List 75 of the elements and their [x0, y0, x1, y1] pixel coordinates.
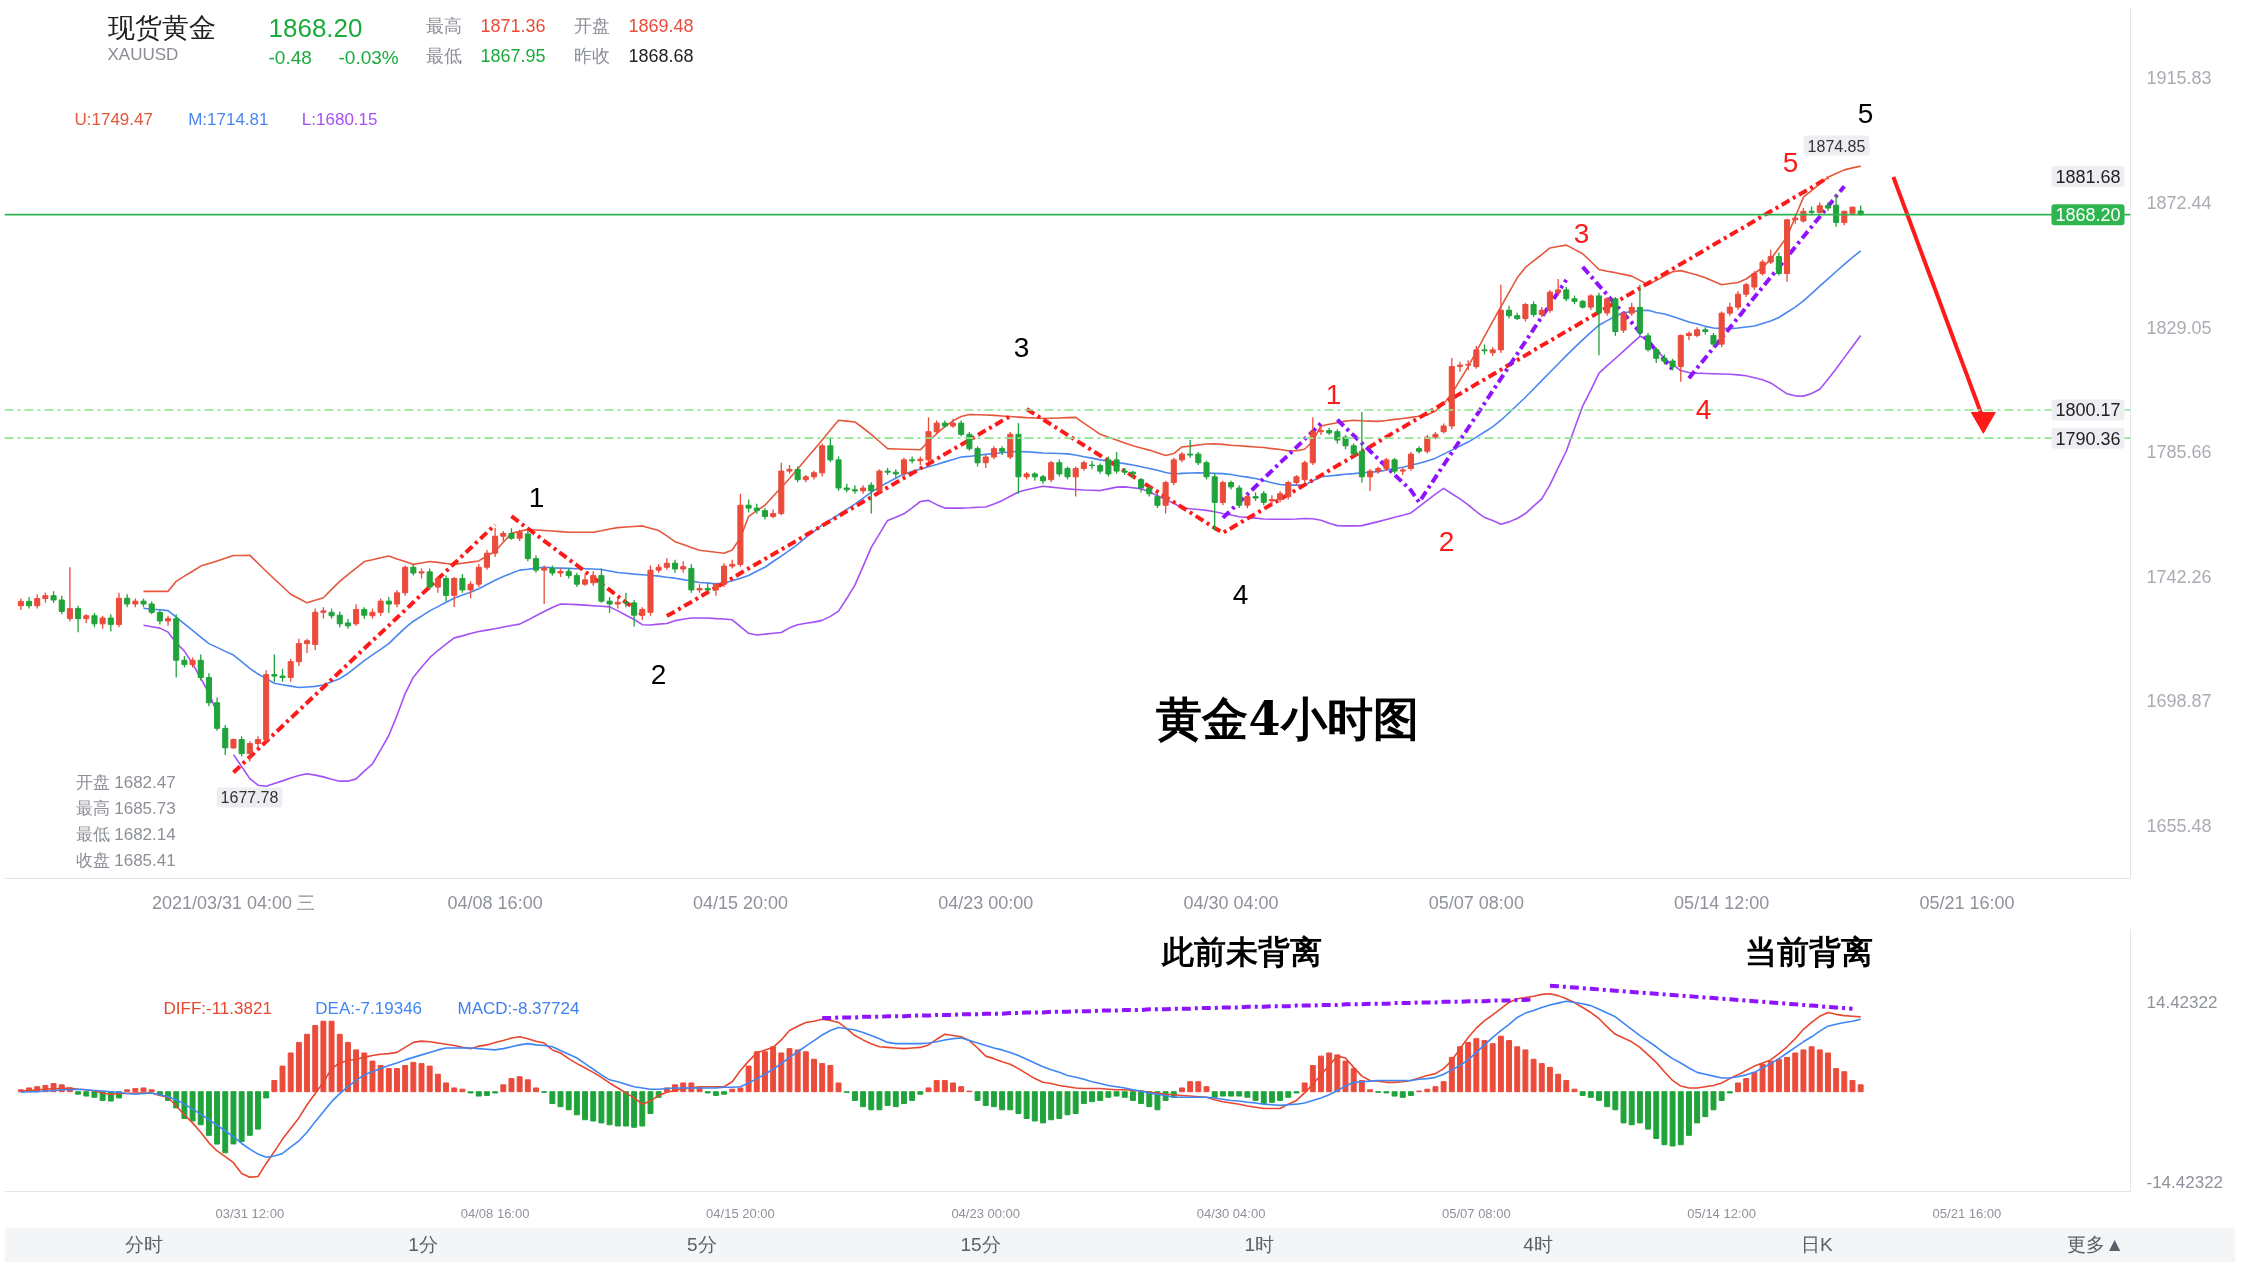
- x-tick-label: 2021/03/31 04:00 三: [151, 892, 316, 913]
- annotation: 开盘: [573, 15, 610, 36]
- text: L:1680.15: [301, 110, 378, 129]
- x-tick-label: 05/21 16:00: [1919, 892, 2015, 913]
- y-tick-label: 1742.26: [2146, 566, 2212, 587]
- annotation: 4: [1695, 394, 1712, 425]
- text: XAUUSD: [107, 45, 179, 64]
- annotation: 1874.85: [1807, 137, 1866, 155]
- x-tick-label: 04/08 16:00: [447, 892, 543, 913]
- annotation: 5: [1857, 98, 1874, 129]
- annotation: 1: [528, 482, 545, 513]
- y-tick-label: 1872.44: [2146, 192, 2212, 213]
- annotation: 1871.36: [480, 16, 546, 36]
- annotation: MACD:-8.37724: [457, 999, 580, 1018]
- x-tick-label: 04/23 00:00: [938, 892, 1034, 913]
- y-tick-label: 1785.66: [2146, 442, 2212, 463]
- x-tick-label: 05/14 12:00: [1687, 1205, 1756, 1221]
- annotation: 开盘 1682.47: [75, 773, 176, 792]
- text: DIFF:-11.3821: [163, 999, 272, 1018]
- text: 1时: [1243, 1233, 1276, 1258]
- annotation: 5: [1782, 147, 1799, 178]
- text: 日K: [1800, 1233, 1834, 1258]
- text: M:1714.81: [188, 110, 269, 129]
- x-tick-label: 04/23 00:00: [951, 1205, 1021, 1221]
- y-tick-label: 1698.87: [2146, 691, 2212, 712]
- text: 1881.68: [2055, 167, 2121, 187]
- x-tick-label: 05/21 16:00: [1932, 1205, 2002, 1221]
- x-tick-label: 04/15 20:00: [706, 1205, 775, 1221]
- y-tick-label: 1829.05: [2146, 317, 2212, 338]
- text: 分时: [124, 1233, 165, 1258]
- x-tick-label: 04/30 04:00: [1196, 1205, 1266, 1221]
- annotation: 最低: [425, 45, 462, 66]
- annotation: 1867.95: [480, 46, 546, 66]
- annotation: 1868.68: [628, 46, 694, 66]
- annotation: 此前未背离: [1160, 932, 1322, 971]
- annotation: 1677.78: [220, 789, 279, 807]
- text: U:1749.47: [74, 110, 153, 129]
- annotation: 昨收: [573, 45, 610, 66]
- annotation: 最高 1685.73: [75, 799, 176, 818]
- annotation: -0.03%: [338, 47, 399, 68]
- x-tick-label: 05/07 08:00: [1442, 1205, 1511, 1221]
- y-tick-label: -14.42322: [2146, 1172, 2224, 1192]
- annotation: 2: [650, 659, 667, 690]
- annotation: 3: [1013, 332, 1030, 363]
- ref-line-label: 1800.17: [2055, 400, 2121, 421]
- annotation: 黄金4小时图: [1156, 691, 1419, 746]
- text: 更多▲: [2066, 1233, 2126, 1258]
- annotation: 收盘 1685.41: [75, 851, 176, 870]
- x-tick-label: 05/14 12:00: [1674, 892, 1770, 913]
- annotation: 1869.48: [628, 16, 694, 36]
- chart-title: 现货黄金: [107, 12, 216, 43]
- annotation: 3: [1573, 218, 1590, 249]
- y-tick-label: 1655.48: [2146, 815, 2212, 836]
- annotation: 4: [1232, 579, 1249, 610]
- ref-line-label: 1868.20: [2055, 205, 2121, 226]
- y-tick-label: 14.42322: [2146, 992, 2218, 1012]
- text: 15分: [959, 1233, 1002, 1258]
- annotation: 最低 1682.14: [75, 825, 176, 844]
- annotation: 1868.20: [268, 12, 363, 43]
- annotation: -0.48: [268, 47, 312, 68]
- annotation: 当前背离: [1744, 932, 1873, 971]
- text: 5分: [686, 1233, 718, 1258]
- x-tick-label: 03/31 12:00: [215, 1205, 285, 1221]
- text: 1分: [407, 1233, 439, 1258]
- annotation: 2: [1438, 526, 1455, 557]
- x-tick-label: 04/30 04:00: [1183, 892, 1279, 913]
- x-tick-label: 04/08 16:00: [460, 1205, 530, 1221]
- text: DEA:-7.19346: [315, 999, 423, 1018]
- y-tick-label: 1915.83: [2146, 68, 2212, 89]
- x-tick-label: 04/15 20:00: [692, 892, 788, 913]
- annotation: 1: [1325, 379, 1342, 410]
- x-tick-label: 05/07 08:00: [1428, 892, 1524, 913]
- text: 4时: [1522, 1233, 1554, 1258]
- ref-line-label: 1790.36: [2055, 428, 2121, 449]
- annotation: 最高: [425, 15, 462, 36]
